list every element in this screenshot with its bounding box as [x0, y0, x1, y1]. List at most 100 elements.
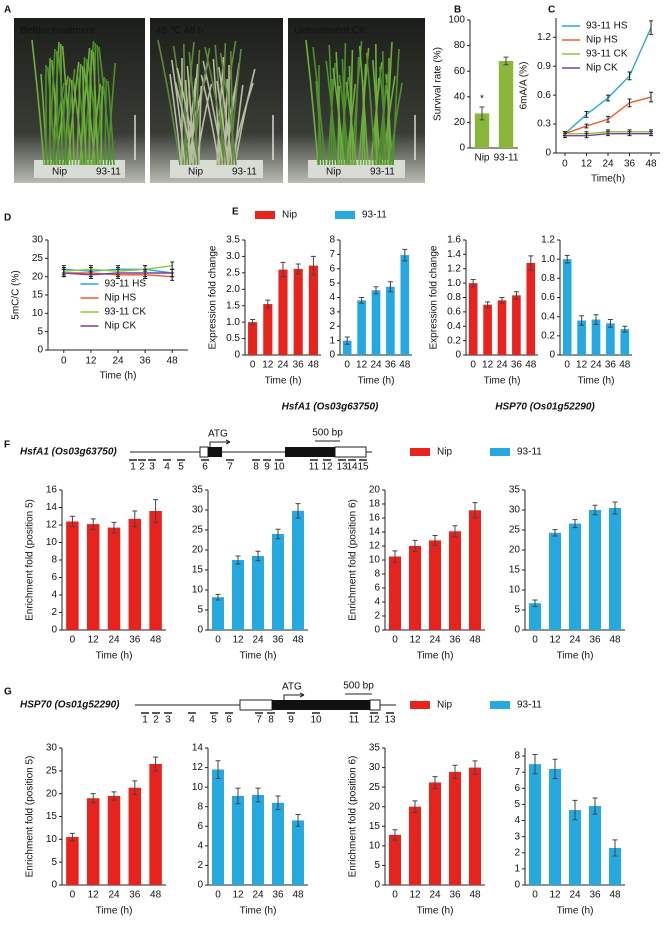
- error-bar: [607, 319, 613, 328]
- bar: [278, 269, 288, 355]
- exon: [272, 700, 370, 710]
- position-label: 5: [211, 715, 217, 726]
- start-arrow: [209, 439, 231, 447]
- x-tick-label: 24: [108, 890, 120, 901]
- y-tick-label: 6: [329, 263, 335, 274]
- x-tick-label: 36: [140, 356, 152, 367]
- position-label: 3: [165, 715, 171, 726]
- plant-leaf: [174, 81, 194, 166]
- x-tick-label: 48: [619, 360, 631, 371]
- y-tick-label: 20: [46, 788, 58, 799]
- y-tick-label: 10: [192, 585, 204, 596]
- exon: [285, 447, 335, 457]
- bar: [609, 508, 621, 630]
- y-tick-label: 12: [369, 541, 381, 552]
- error-bar: [170, 268, 175, 278]
- x-tick-label: 24: [569, 890, 581, 901]
- plant-leaf: [92, 51, 99, 166]
- y-tick-label: 4: [514, 815, 520, 826]
- x-axis-label: Time (h): [417, 906, 454, 917]
- x-tick-label: 36: [449, 635, 461, 646]
- plant-leaf: [389, 82, 403, 166]
- bar: [569, 810, 581, 885]
- bar: [449, 531, 461, 630]
- y-tick-label: 1.0: [541, 254, 555, 265]
- y-tick-label: 0.5: [226, 333, 240, 344]
- y-tick-label: 4: [374, 597, 380, 608]
- position-label: 8: [268, 715, 274, 726]
- x-tick-label: 48: [150, 635, 162, 646]
- bar: [272, 534, 284, 630]
- panel-label: G: [4, 687, 12, 698]
- x-tick-label: 12: [409, 635, 421, 646]
- x-tick-label: Nip: [474, 153, 489, 164]
- position-label: 8: [253, 462, 259, 473]
- error-bar: [275, 528, 281, 540]
- y-tick-label: 3.5: [226, 235, 240, 246]
- plant-leaf: [230, 50, 234, 166]
- bar: [512, 295, 521, 355]
- position-label: 10: [310, 715, 322, 726]
- y-tick-label: 14: [46, 502, 58, 513]
- plant-leaf: [337, 85, 340, 166]
- bar: [149, 763, 162, 885]
- y-tick-label: 0.8: [541, 273, 555, 284]
- position-label: 4: [189, 715, 195, 726]
- y-tick-label: 1.6: [447, 235, 461, 246]
- y-tick-label: 6: [514, 783, 520, 794]
- y-tick-label: 1: [514, 864, 520, 875]
- y-tick-label: 25: [369, 782, 381, 793]
- plant-leaf: [234, 68, 256, 166]
- x-tick-label: 0: [470, 360, 476, 371]
- start-codon: ATG: [208, 429, 228, 440]
- error-bar: [280, 261, 286, 278]
- bar: [128, 787, 142, 885]
- plant-leaf: [188, 51, 199, 166]
- x-axis-label: Time (h): [265, 376, 302, 387]
- bar: [292, 820, 304, 885]
- error-bar: [606, 131, 610, 137]
- position-label: 6: [202, 462, 208, 473]
- y-tick-label: 0.9: [537, 61, 551, 72]
- x-tick-label: 24: [277, 360, 289, 371]
- error-bar: [153, 756, 159, 772]
- plant-leaf: [76, 63, 82, 166]
- error-bar: [564, 254, 570, 264]
- error-bar: [584, 133, 589, 139]
- plant-leaf: [216, 80, 229, 166]
- position-label: 1: [130, 462, 136, 473]
- error-bar: [387, 281, 393, 293]
- plant-leaf: [61, 45, 72, 166]
- error-bar: [552, 529, 558, 537]
- bar: [529, 764, 541, 885]
- position-label: 4: [164, 462, 170, 473]
- error-bar: [485, 301, 491, 309]
- x-tick-label: 0: [215, 890, 221, 901]
- error-bar: [649, 20, 654, 35]
- bar: [449, 771, 461, 885]
- bar: [589, 806, 601, 885]
- y-tick-label: 0: [51, 625, 57, 636]
- x-tick-label: 48: [399, 360, 411, 371]
- error-bar: [132, 780, 138, 796]
- y-axis-label: Expression fold change: [429, 245, 440, 349]
- position-label: 9: [288, 715, 294, 726]
- error-bar: [584, 123, 589, 129]
- legend-label: Nip: [437, 700, 452, 711]
- y-tick-label: 0.2: [541, 330, 555, 341]
- x-tick-label: 0: [215, 635, 221, 646]
- y-tick-label: 0: [51, 880, 57, 891]
- x-tick-label: 12: [549, 890, 561, 901]
- y-tick-label: 2: [374, 611, 380, 622]
- y-axis-label: Enrichment fold (position 6): [348, 756, 359, 878]
- plant-leaf: [100, 85, 103, 166]
- y-tick-label: 20: [369, 485, 381, 496]
- position-label: 1: [142, 715, 148, 726]
- x-tick-label: 0: [392, 890, 398, 901]
- bar: [66, 521, 79, 630]
- y-tick-label: 0: [374, 625, 380, 636]
- plant-leaf: [218, 66, 233, 166]
- plant-leaf: [98, 46, 112, 166]
- x-tick-label: 12: [88, 635, 100, 646]
- position-label: 10: [273, 462, 285, 473]
